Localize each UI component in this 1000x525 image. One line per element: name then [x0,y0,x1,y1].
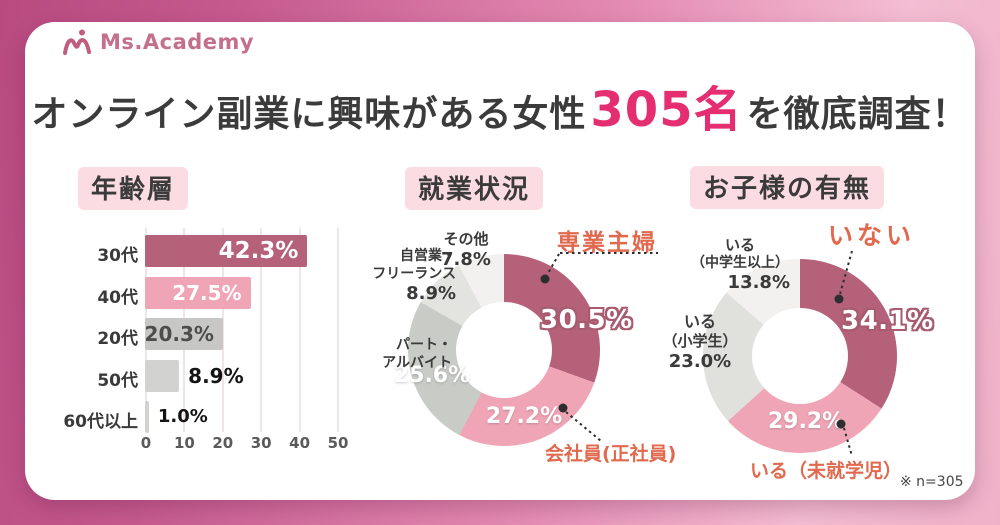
bar-value-label: 20.3% [144,322,214,346]
bar-value-label: 27.5% [172,280,242,305]
age-bar-chart: 0 10 20 30 40 50 42.3% 27.5% 20.3% 8.9% 1.0% [141,228,348,452]
x-gridline [337,228,339,432]
children-callout-preschool: いる（未就学児） [750,460,903,482]
bar-category-label: 20代 [97,329,138,349]
employment-pct-parttime: 25.6% [393,363,471,388]
employment-label-selfemployed: 自営業・ フリーランス 8.9% [372,248,456,304]
bar-40代: 27.5% [145,276,251,309]
employment-donut-chart [408,254,600,446]
x-tick-label: 50 [327,434,349,452]
x-gridline [260,228,263,432]
employment-pct-housewife: 30.5% [540,305,633,335]
x-tick-label: 0 [140,434,152,452]
employment-donut-hole [456,302,552,398]
children-chart-header: お子様の有無 [690,166,885,209]
title-highlight: 305名 [590,82,743,138]
logo: Ms.Academy [62,28,254,56]
children-label-middleschool: いる （中学生以上） 13.8% [691,236,790,294]
employment-callout-housewife: 専業主婦 [557,230,657,256]
logo-text: Ms.Academy [100,30,255,54]
employment-chart-header: 就業状況 [405,167,544,210]
bar-20代: 20.3% [145,318,223,350]
children-callout-none: いない [828,221,916,250]
bar-60代以上: 1.0% [145,401,208,433]
bar-category-label: 30代 [97,246,138,266]
employment-label-other: その他 7.8% [441,230,491,270]
sample-size-note: ※ n=305 [900,474,964,490]
x-tick-label: 40 [289,434,311,452]
children-pct-none: 34.1% [841,306,934,336]
title-pre: オンライン副業に興味がある女性 [31,94,587,135]
bar-category-label: 50代 [97,370,138,391]
bar-30代: 42.3% [145,235,308,267]
employment-label-parttime: パート・ アルバイト [382,337,452,371]
ms-academy-logo-icon [63,29,91,55]
x-gridline [298,228,301,432]
children-label-elementary: いる （小学生） 23.0% [662,312,738,372]
bar-category-label: 40代 [97,287,138,308]
title-post: を徹底調査！ [746,94,969,135]
bar-category-label: 60代以上 [63,412,138,432]
bar-value-label: 8.9% [188,363,244,388]
bar-value-label: 42.3% [218,238,299,264]
x-tick-label: 10 [173,434,195,452]
bar-50代: 8.9% [145,359,244,392]
children-donut-chart [703,259,897,453]
page-title: オンライン副業に興味がある女性305名 を徹底調査！ [25,70,975,140]
x-tick-label: 20 [212,434,234,452]
bar-value-label: 1.0% [157,406,208,427]
age-chart-header: 年齢層 [78,167,189,210]
children-pct-preschool: 29.2% [767,409,845,434]
children-donut-hole [752,308,848,404]
employment-pct-employee: 27.2% [485,404,563,429]
employment-callout-employee: 会社員(正社員) [545,443,677,465]
x-tick-label: 30 [250,434,272,452]
